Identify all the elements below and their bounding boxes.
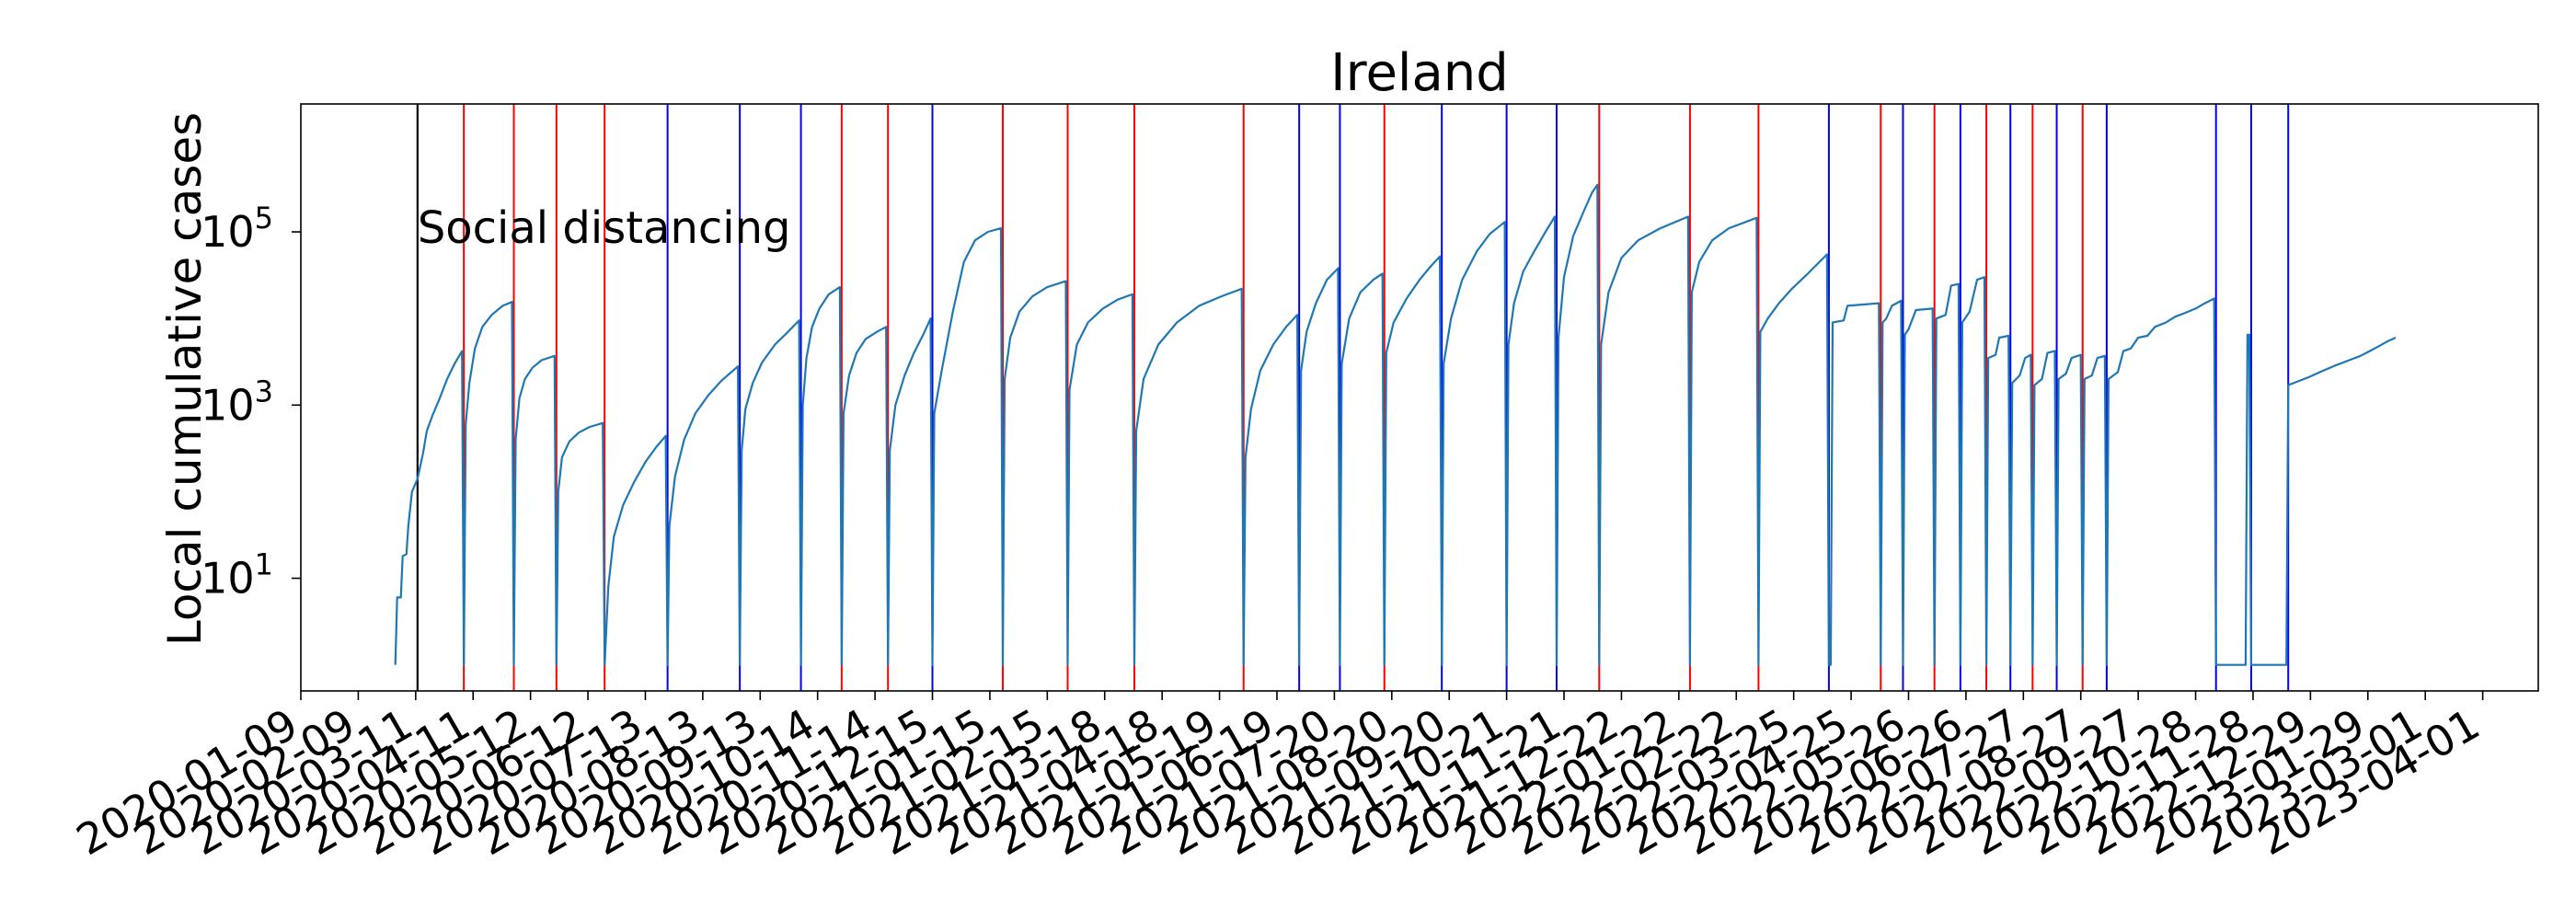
x-axis-ticks: 2020-01-092020-02-092020-03-112020-04-11… xyxy=(68,691,2488,865)
y-tick-label: 103 xyxy=(201,374,273,430)
y-axis-ticks: 101 103 105 xyxy=(201,201,301,604)
event-lines-group xyxy=(416,104,2290,691)
annotation-group: Social distancing xyxy=(418,202,791,254)
annotation-text: Social distancing xyxy=(418,202,791,254)
plot-frame xyxy=(300,103,2539,692)
y-tick-label: 105 xyxy=(201,201,273,257)
y-axis-label: Local cumulative cases xyxy=(158,112,212,646)
series-group xyxy=(394,183,2397,666)
y-tick-label: 101 xyxy=(201,547,273,604)
chart-title: Ireland xyxy=(1330,43,1509,103)
series-line xyxy=(394,183,2397,666)
